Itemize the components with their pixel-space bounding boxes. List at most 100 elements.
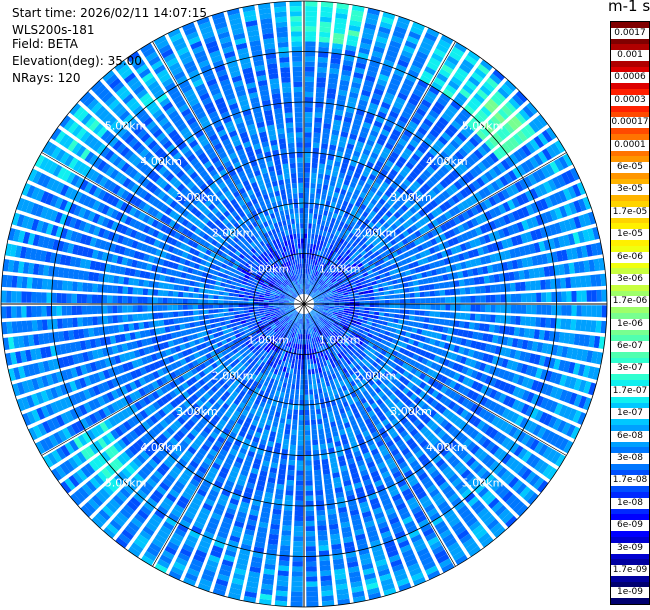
ray-cell <box>328 390 334 397</box>
ray-cell <box>429 338 436 346</box>
ray-cell <box>268 355 274 361</box>
ray-cell <box>264 311 270 315</box>
ray-cell <box>259 355 266 362</box>
ray-cell <box>333 435 340 443</box>
ray-cell <box>306 253 309 259</box>
ray-cell <box>262 573 275 581</box>
ray-cell <box>325 380 331 387</box>
ray-cell <box>304 142 312 148</box>
ray-cell <box>203 360 211 367</box>
ray-cell <box>190 376 198 384</box>
ray-cell <box>304 339 306 345</box>
ray-cell <box>217 331 224 337</box>
ray-cell <box>457 504 469 516</box>
ray-cell <box>305 334 308 340</box>
ray-cell <box>335 445 343 452</box>
ray-cell <box>304 329 306 335</box>
ray-cell <box>330 201 336 208</box>
ray-cell <box>450 264 457 272</box>
ray-cell <box>200 461 210 470</box>
ray-cell <box>415 190 424 199</box>
ray-cell <box>352 273 358 279</box>
ray-cell <box>425 447 436 457</box>
ray-cell <box>318 279 323 285</box>
ray-cell <box>368 173 377 181</box>
ray-cell <box>188 529 201 539</box>
ray-cell <box>314 368 319 374</box>
ray-cell <box>350 391 357 399</box>
ray-cell <box>217 498 228 507</box>
ray-cell <box>506 199 516 210</box>
ray-cell <box>342 64 353 72</box>
ray-cell <box>362 148 371 156</box>
ray-cell <box>361 371 368 379</box>
ray-cell <box>211 484 222 493</box>
ray-cell <box>266 326 272 331</box>
ray-cell <box>283 316 289 320</box>
ray-cell <box>495 294 501 303</box>
ray-cell <box>306 571 318 577</box>
ray-cell <box>338 232 344 239</box>
ray-cell <box>433 473 444 483</box>
ray-cell <box>253 415 261 422</box>
ray-cell <box>354 412 361 419</box>
ray-cell <box>218 419 227 427</box>
ray-cell <box>183 436 193 445</box>
ray-cell <box>305 36 316 42</box>
ray-cell <box>442 88 454 99</box>
ray-cell <box>204 564 218 573</box>
ray-cell <box>567 233 576 246</box>
ray-cell <box>241 352 248 358</box>
ray-cell <box>254 311 260 315</box>
ray-cell <box>431 253 439 261</box>
ray-cell <box>309 353 313 360</box>
ray-cell <box>348 570 361 578</box>
ray-cell <box>535 280 541 291</box>
ray-cell <box>398 253 406 261</box>
ray-cell <box>561 305 567 316</box>
ray-cell <box>305 329 308 335</box>
ray-cell <box>370 152 379 160</box>
ray-cell <box>525 231 533 243</box>
ray-cell <box>196 421 205 430</box>
ray-cell <box>329 302 335 304</box>
ray-cell <box>127 546 141 558</box>
ray-cell <box>250 467 259 475</box>
ray-cell <box>368 102 379 111</box>
ray-cell <box>310 311 314 317</box>
ray-cell <box>194 492 205 502</box>
ray-cell <box>99 421 109 433</box>
ray-cell <box>563 360 571 373</box>
ray-cell <box>200 430 209 439</box>
ray-cell <box>359 131 368 139</box>
ray-cell <box>530 202 540 214</box>
ray-cell <box>357 196 364 203</box>
ray-cell <box>210 385 218 393</box>
ray-cell <box>478 532 491 544</box>
ray-cell <box>509 349 517 359</box>
ray-cell <box>482 353 490 362</box>
ray-cell <box>525 436 536 449</box>
ray-cell <box>347 344 353 351</box>
ray-cell <box>276 580 289 587</box>
ray-cell <box>345 236 351 243</box>
ray-cell <box>138 377 147 386</box>
ray-cell <box>318 540 329 546</box>
ray-cell <box>453 280 460 287</box>
ray-cell <box>30 393 40 406</box>
ray-cell <box>397 59 409 68</box>
ray-cell <box>223 343 230 350</box>
ray-cell <box>407 562 420 572</box>
ray-cell <box>406 424 415 433</box>
ray-cell <box>459 63 472 74</box>
ray-cell <box>347 266 353 271</box>
ray-cell <box>360 425 368 433</box>
ray-cell <box>315 282 319 288</box>
ray-cell <box>201 479 212 489</box>
ray-cell <box>318 393 324 399</box>
ray-cell <box>558 220 567 233</box>
ray-cell <box>369 263 376 270</box>
ray-cell <box>290 388 295 395</box>
ray-cell <box>536 426 547 439</box>
ray-cell <box>364 304 370 307</box>
